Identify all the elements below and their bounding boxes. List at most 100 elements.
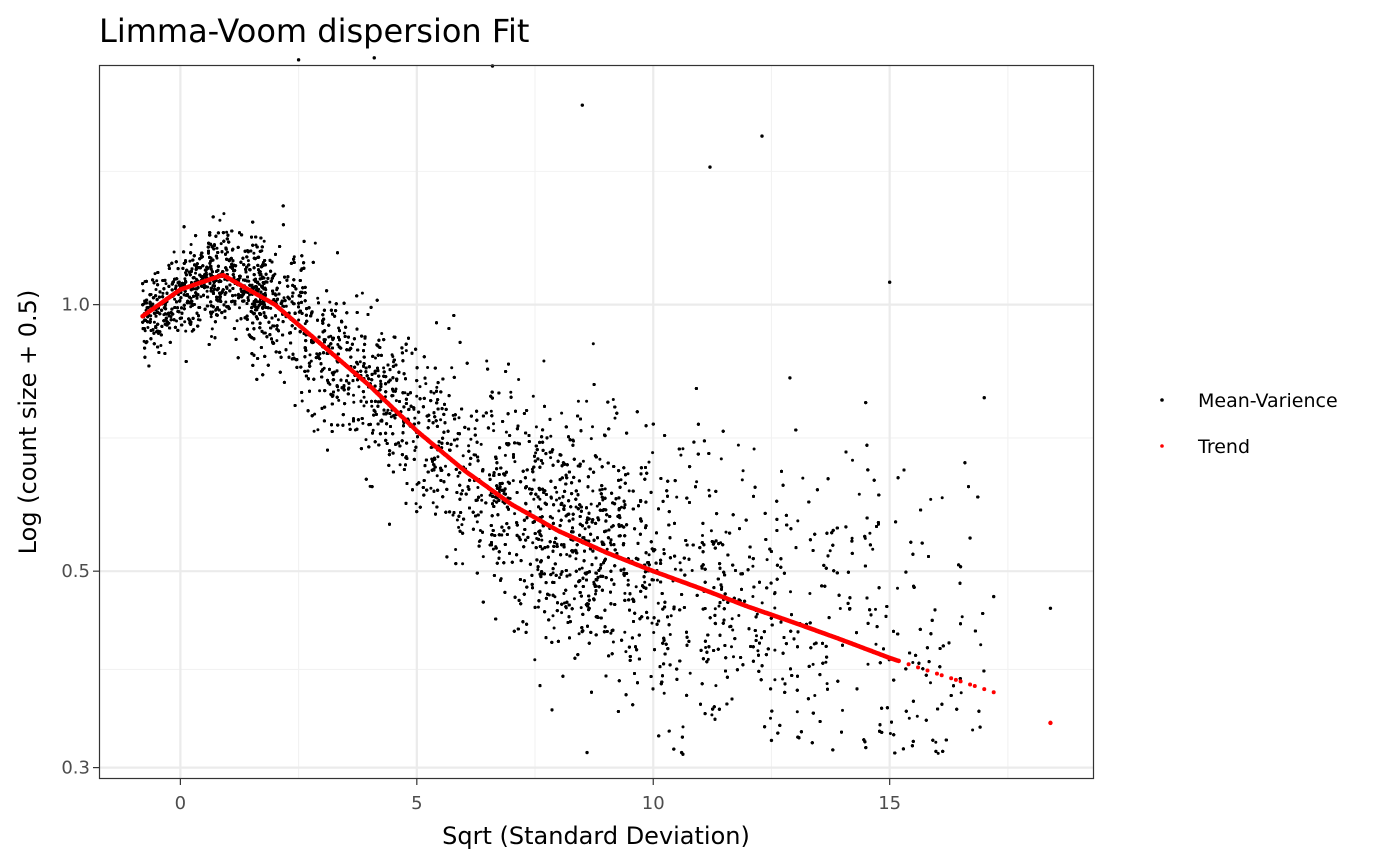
mean-variance-point [613, 416, 617, 420]
mean-variance-point [262, 239, 266, 243]
mean-variance-point [752, 447, 756, 451]
mean-variance-point [594, 592, 597, 596]
mean-variance-point [455, 444, 459, 448]
mean-variance-point [795, 710, 799, 714]
mean-variance-point [318, 389, 322, 393]
mean-variance-point [576, 399, 580, 403]
mean-variance-point [741, 469, 745, 473]
mean-variance-point [488, 493, 492, 497]
mean-variance-point [565, 553, 569, 556]
mean-variance-point [652, 631, 656, 634]
mean-variance-point [362, 395, 366, 399]
mean-variance-point [380, 332, 384, 335]
mean-variance-point [634, 585, 638, 589]
mean-variance-point [643, 580, 647, 584]
mean-variance-point [248, 293, 251, 297]
mean-variance-point [480, 498, 484, 502]
mean-variance-point [218, 218, 222, 222]
mean-variance-point [379, 379, 383, 383]
mean-variance-point [513, 460, 517, 464]
mean-variance-point [461, 562, 465, 566]
mean-variance-point [874, 642, 878, 646]
mean-variance-point [492, 429, 496, 433]
mean-variance-point [760, 601, 764, 605]
mean-variance-point [681, 447, 685, 451]
mean-variance-point [360, 291, 364, 295]
mean-variance-point [681, 725, 685, 729]
mean-variance-point [874, 607, 877, 611]
mean-variance-point [205, 289, 209, 293]
mean-variance-point [479, 442, 483, 446]
mean-variance-point [281, 304, 285, 308]
mean-variance-point [210, 335, 213, 338]
mean-variance-point [413, 416, 417, 420]
mean-variance-point [730, 617, 734, 621]
mean-variance-point [769, 716, 772, 720]
mean-variance-point [492, 422, 495, 426]
mean-variance-point [532, 497, 536, 501]
mean-variance-point [751, 595, 755, 598]
mean-variance-point [413, 449, 417, 452]
mean-variance-point [292, 255, 296, 259]
mean-variance-point [740, 478, 744, 482]
mean-variance-point [736, 443, 740, 447]
mean-variance-point [695, 480, 699, 484]
mean-variance-point [551, 571, 555, 575]
mean-variance-point [789, 590, 792, 594]
mean-variance-point [282, 296, 286, 300]
mean-variance-point [557, 509, 561, 513]
mean-variance-point [701, 534, 704, 537]
mean-variance-point [838, 607, 842, 610]
mean-variance-point [149, 314, 153, 318]
mean-variance-point [313, 412, 317, 416]
mean-variance-point [579, 606, 583, 610]
mean-variance-point [724, 530, 728, 534]
mean-variance-point [454, 548, 458, 551]
mean-variance-point [755, 634, 758, 638]
mean-variance-point [476, 486, 480, 489]
mean-variance-point [316, 296, 320, 300]
mean-variance-point [316, 428, 320, 432]
mean-variance-point [598, 457, 602, 461]
mean-variance-point [731, 628, 735, 632]
mean-variance-point [609, 543, 613, 547]
mean-variance-point [562, 592, 566, 595]
mean-variance-point [491, 547, 495, 551]
mean-variance-point [825, 682, 829, 686]
mean-variance-point [959, 691, 963, 695]
mean-variance-point [626, 578, 630, 582]
mean-variance-point [851, 458, 854, 462]
mean-variance-point [411, 440, 415, 443]
mean-variance-point [370, 404, 374, 408]
mean-variance-point [591, 342, 595, 346]
mean-variance-point [773, 678, 777, 682]
mean-variance-point [451, 513, 455, 517]
mean-variance-point [327, 335, 331, 339]
mean-variance-point [284, 304, 288, 308]
mean-variance-point [504, 430, 508, 434]
mean-variance-point [300, 399, 304, 403]
mean-variance-point [868, 531, 872, 535]
mean-variance-point [531, 541, 535, 545]
mean-variance-point [188, 259, 192, 263]
mean-variance-point [154, 288, 158, 291]
mean-variance-point [730, 645, 733, 649]
mean-variance-point [773, 606, 777, 610]
mean-variance-point [624, 650, 628, 654]
mean-variance-point [489, 409, 493, 413]
mean-variance-point [456, 474, 460, 478]
mean-variance-point [531, 394, 535, 398]
mean-variance-point [662, 548, 666, 551]
mean-variance-point [210, 327, 214, 331]
mean-variance-point [469, 437, 473, 441]
mean-variance-point [297, 318, 301, 322]
mean-variance-point [461, 489, 464, 492]
mean-variance-point [688, 671, 692, 675]
mean-variance-point [563, 601, 566, 605]
mean-variance-point [315, 352, 319, 356]
mean-variance-point [650, 621, 654, 625]
mean-variance-point [668, 633, 672, 636]
mean-variance-point [619, 478, 623, 482]
mean-variance-point [475, 520, 479, 524]
mean-variance-point [480, 493, 483, 497]
